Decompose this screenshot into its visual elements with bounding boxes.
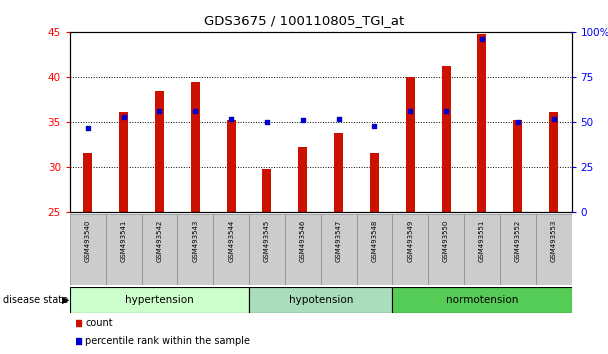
Point — [334, 116, 344, 121]
Text: GSM493540: GSM493540 — [85, 220, 91, 262]
Text: GSM493542: GSM493542 — [156, 220, 162, 262]
Bar — [249, 214, 285, 285]
Bar — [70, 287, 249, 313]
Point — [549, 116, 559, 121]
Bar — [428, 214, 464, 285]
Text: normotension: normotension — [446, 295, 518, 305]
Point — [270, 270, 280, 276]
Bar — [299, 147, 307, 212]
Point — [270, 111, 280, 116]
Text: GSM493548: GSM493548 — [371, 220, 378, 262]
Bar — [513, 120, 522, 212]
Point — [441, 108, 451, 114]
Bar — [356, 214, 392, 285]
Bar — [155, 91, 164, 212]
Bar — [321, 214, 356, 285]
Text: count: count — [85, 318, 112, 328]
Text: GSM493549: GSM493549 — [407, 220, 413, 262]
Bar — [370, 153, 379, 212]
Point — [262, 119, 272, 125]
Bar — [536, 214, 572, 285]
Point — [477, 36, 487, 42]
Text: GSM493543: GSM493543 — [192, 220, 198, 262]
Bar — [119, 112, 128, 212]
Bar — [285, 214, 321, 285]
Bar — [142, 214, 178, 285]
Text: hypotension: hypotension — [289, 295, 353, 305]
Point — [119, 114, 128, 120]
Bar — [464, 214, 500, 285]
Text: GSM493541: GSM493541 — [120, 220, 126, 262]
Text: GSM493553: GSM493553 — [551, 220, 556, 262]
Text: GSM493551: GSM493551 — [479, 220, 485, 262]
Text: hypertension: hypertension — [125, 295, 194, 305]
Text: ▶: ▶ — [62, 295, 69, 305]
Text: disease state: disease state — [3, 295, 68, 305]
Bar — [406, 77, 415, 212]
Point — [513, 119, 523, 125]
Point — [370, 123, 379, 129]
Bar — [83, 153, 92, 212]
Bar — [70, 214, 106, 285]
Bar — [263, 169, 271, 212]
Text: GSM493546: GSM493546 — [300, 220, 306, 262]
Point — [154, 108, 164, 114]
Bar — [191, 81, 200, 212]
Text: percentile rank within the sample: percentile rank within the sample — [85, 336, 250, 346]
Point — [83, 125, 92, 130]
Bar — [392, 214, 428, 285]
Bar — [392, 287, 572, 313]
Point — [298, 118, 308, 123]
Text: GSM493544: GSM493544 — [228, 220, 234, 262]
Point — [226, 116, 236, 121]
Bar — [477, 34, 486, 212]
Bar — [178, 214, 213, 285]
Bar — [500, 214, 536, 285]
Text: GSM493550: GSM493550 — [443, 220, 449, 262]
Bar — [106, 214, 142, 285]
Bar — [549, 112, 558, 212]
Point — [190, 108, 200, 114]
Text: GSM493547: GSM493547 — [336, 220, 342, 262]
Text: GSM493545: GSM493545 — [264, 220, 270, 262]
Bar — [441, 66, 451, 212]
Bar — [213, 214, 249, 285]
Point — [406, 108, 415, 114]
Bar — [227, 120, 236, 212]
Bar — [249, 287, 392, 313]
Text: GDS3675 / 100110805_TGI_at: GDS3675 / 100110805_TGI_at — [204, 14, 404, 27]
Bar — [334, 133, 343, 212]
Text: GSM493552: GSM493552 — [515, 220, 521, 262]
